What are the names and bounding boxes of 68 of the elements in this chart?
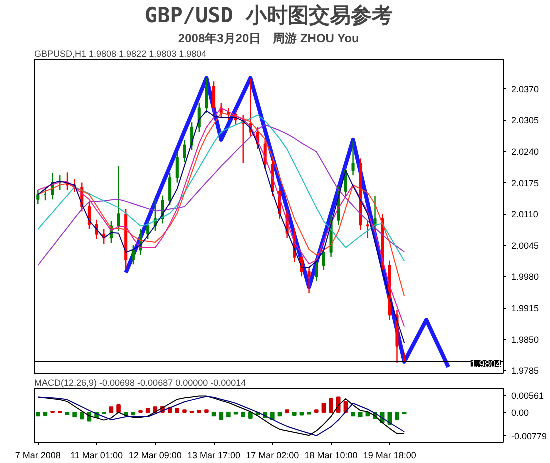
bar: [329, 398, 334, 413]
bar: [212, 412, 216, 417]
x-tick-label: 18 Mar 10:00: [304, 450, 358, 460]
text: MACD(12,26,9) -0.00698 -0.00687 0.00000 -0.00014: [34, 378, 246, 388]
bar: [300, 412, 304, 416]
y-tick-label: 1.9850: [512, 334, 540, 345]
candlestick: [176, 152, 179, 184]
candlestick: [212, 81, 216, 114]
x-tick-label: 11 Mar 01:00: [70, 450, 123, 460]
bar: [43, 412, 48, 416]
bar: [351, 412, 356, 417]
y-tick-label: 2.0240: [512, 146, 540, 157]
bar: [248, 412, 253, 419]
y-tick-label: 1.9980: [512, 272, 540, 282]
bar: [314, 410, 319, 413]
bar: [175, 408, 180, 413]
candlestick: [117, 166, 120, 232]
y-tick-label: 2.0110: [512, 210, 538, 220]
bar: [72, 412, 77, 418]
bar: [146, 408, 150, 413]
bar: [204, 410, 209, 413]
candlestick: [183, 140, 186, 164]
bar: [116, 404, 121, 413]
bar: [395, 412, 400, 420]
candlestick: [374, 196, 377, 232]
candlestick: [322, 247, 326, 272]
x-tick-label: 17 Mar 02:00: [246, 450, 300, 460]
x-tick-label: 19 Mar 18:00: [363, 450, 416, 460]
bar: [278, 412, 282, 417]
bar: [358, 412, 363, 418]
y-tick-label: 2.0370: [512, 84, 540, 94]
y-tick-label: 1.9915: [512, 304, 540, 314]
y-tick-label: 0.00: [512, 408, 530, 418]
candlestick: [36, 189, 40, 206]
candlestick: [205, 78, 208, 114]
bar: [80, 412, 84, 420]
candlestick: [146, 220, 150, 240]
ref-line-label: 1.9804: [470, 359, 502, 370]
x-tick-label: 7 Mar 2008: [15, 450, 61, 460]
bar: [292, 412, 297, 416]
bar: [109, 406, 114, 413]
y-tick-label: -0.00779: [512, 431, 548, 442]
bar: [131, 412, 136, 416]
chart-subtitle: 2008年3月20日 周游 ZHOU You: [178, 32, 360, 46]
y-tick-label: 2.0045: [512, 240, 540, 251]
y-tick-label: 2.0305: [512, 116, 540, 126]
y-tick-label: 0.00561: [512, 391, 544, 402]
candlestick: [308, 266, 311, 294]
candlestick: [352, 140, 355, 176]
candlestick: [315, 260, 318, 282]
bar: [182, 410, 187, 413]
chart-title: GBP/USD 小时图交易参考: [144, 4, 394, 28]
x-tick-label: 12 Mar 09:00: [128, 450, 182, 460]
bar: [226, 412, 231, 418]
bar: [36, 412, 40, 417]
candlestick: [132, 244, 135, 266]
candlestick: [168, 172, 172, 206]
bar: [65, 412, 70, 416]
y-tick-label: 1.9785: [512, 366, 540, 376]
x-tick-label: 13 Mar 17:00: [188, 450, 241, 460]
bar: [219, 412, 224, 420]
text: GBPUSD,H1 1.9808 1.9822 1.9803 1.9804: [34, 49, 207, 59]
bar: [336, 396, 341, 413]
bar: [241, 412, 246, 418]
candlestick: [366, 220, 370, 239]
y-tick-label: 2.0175: [512, 178, 540, 188]
bar: [285, 410, 290, 413]
bar: [322, 403, 326, 413]
